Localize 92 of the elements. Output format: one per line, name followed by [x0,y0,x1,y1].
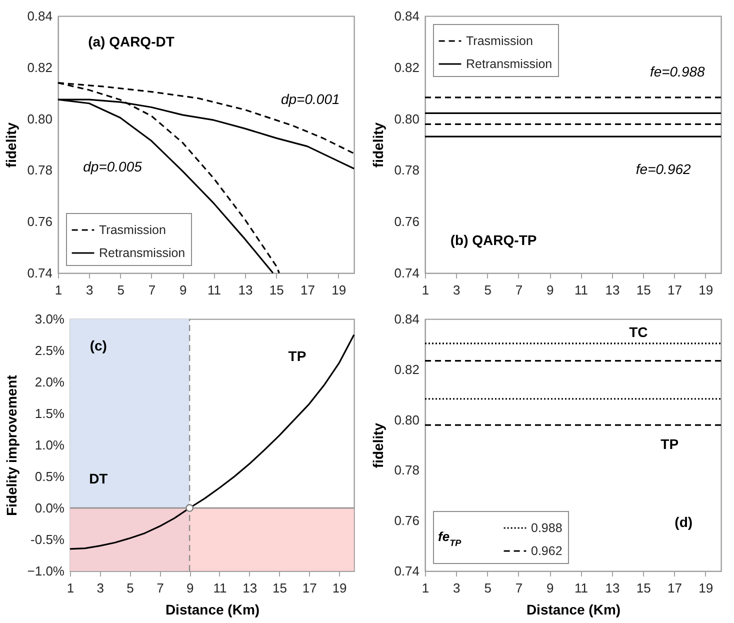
y-axis-title: Fidelity improvement [3,374,20,516]
x-tick-label: 13 [238,282,253,298]
y-tick-label: 0.76 [394,513,420,528]
x-tick-label: 7 [515,282,523,298]
x-tick-label: 5 [484,580,492,596]
annotation: (c) [90,338,107,354]
y-tick-label: 1.5% [34,406,65,421]
x-tick-label: 17 [668,580,682,596]
y-tick-label: 0.74 [394,266,420,280]
annotation: TP [660,436,679,452]
y-tick-label: 2.0% [34,374,65,390]
y-tick-label: 0.80 [394,111,420,126]
x-tick-label: 7 [148,282,156,298]
y-tick-label: −1.0% [27,564,65,578]
y-tick-label: 0.76 [27,214,52,230]
y-tick-label: 0.80 [27,111,52,126]
y-tick-label: 0.82 [394,362,420,377]
y-tick-label: 0.78 [27,162,52,178]
y-tick-label: 3.0% [34,312,65,326]
legend-label: Retransmission [99,246,186,260]
legend-label: Trasmission [99,223,166,237]
y-axis-title: fidelity [370,422,386,468]
x-tick-label: 11 [208,282,222,298]
x-tick-label: 7 [156,580,164,596]
x-tick-label: 13 [605,282,620,298]
y-tick-label: 0.76 [394,214,420,230]
y-tick-label: 0.78 [394,162,420,178]
x-axis-title: Distance (Km) [165,602,260,618]
y-tick-label: 0.0% [34,500,65,516]
x-tick-label: 17 [668,282,682,298]
annotation: TP [288,348,306,364]
x-tick-label: 9 [546,282,554,298]
x-tick-label: 3 [96,580,104,596]
y-tick-label: 0.78 [394,462,420,478]
x-tick-label: 9 [186,580,194,596]
x-tick-label: 13 [242,580,258,596]
x-tick-label: 3 [453,580,460,596]
annotation: fe=0.962 [636,161,692,178]
x-tick-label: 11 [574,580,588,596]
x-tick-label: 1 [422,282,430,298]
y-tick-label: 0.80 [394,412,420,428]
x-tick-label: 13 [605,580,620,596]
x-tick-label: 15 [272,580,287,596]
y-tick-label: 0.84 [394,312,420,326]
y-tick-label: -0.5% [30,532,65,547]
x-tick-label: 5 [484,282,492,298]
x-tick-label: 5 [126,580,134,596]
x-tick-label: 1 [422,580,430,596]
y-tick-label: 0.74 [27,266,52,280]
x-tick-label: 3 [453,282,460,298]
legend-label: Retransmission [466,57,552,71]
annotation: dp=0.001 [280,90,340,107]
x-tick-label: 5 [117,282,124,298]
x-tick-label: 3 [86,282,94,298]
x-axis-title: Distance (Km) [526,602,621,618]
x-tick-label: 15 [636,580,651,596]
annotation: (d) [674,514,693,530]
y-tick-label: 2.5% [34,343,65,358]
x-tick-label: 11 [213,580,227,596]
x-tick-label: 9 [546,580,554,596]
annotation: dp=0.005 [83,158,142,175]
legend-label: 0.988 [531,521,562,535]
y-tick-label: 0.82 [27,60,52,75]
y-tick-label: 0.82 [394,60,420,75]
legend-title: fe$_{TP}$ [438,529,462,548]
y-axis-title: fidelity [370,122,386,168]
annotation: TC [629,324,648,340]
annotation: DT [89,470,108,487]
y-axis-title: fidelity [3,122,20,168]
x-tick-label: 1 [66,580,74,596]
x-tick-label: 17 [302,580,317,596]
x-tick-label: 19 [332,282,346,298]
y-tick-label: 0.74 [394,564,420,578]
y-tick-label: 1.0% [34,438,65,452]
y-tick-label: 0.5% [34,469,65,484]
x-tick-label: 11 [574,282,588,298]
annotation: (b) QARQ-TP [450,232,537,248]
x-tick-label: 17 [300,282,315,298]
x-tick-label: 15 [269,282,284,298]
legend-label: 0.962 [531,544,562,558]
annotation: (a) QARQ-DT [88,34,175,50]
legend-label: Trasmission [466,34,533,48]
x-tick-label: 7 [515,580,523,596]
x-tick-label: 19 [332,580,347,596]
x-tick-label: 19 [698,282,714,298]
x-tick-label: 9 [180,282,187,298]
annotation: fe=0.988 [650,64,706,80]
x-tick-label: 1 [54,282,62,298]
x-tick-label: 15 [636,282,651,298]
y-tick-label: 0.84 [27,8,52,24]
y-tick-label: 0.84 [394,8,420,24]
x-tick-label: 19 [698,580,714,596]
